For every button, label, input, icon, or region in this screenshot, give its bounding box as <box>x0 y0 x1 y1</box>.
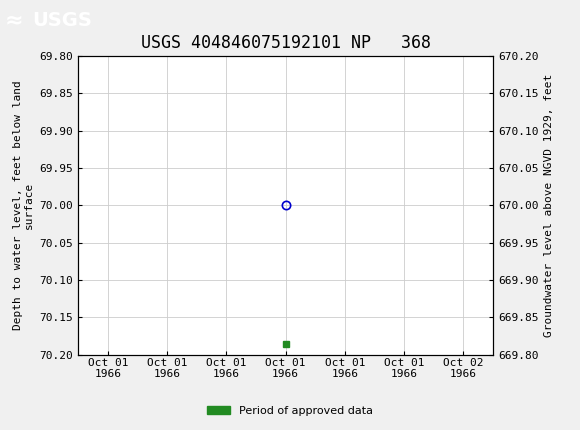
Title: USGS 404846075192101 NP   368: USGS 404846075192101 NP 368 <box>140 34 430 52</box>
Y-axis label: Groundwater level above NGVD 1929, feet: Groundwater level above NGVD 1929, feet <box>544 74 554 337</box>
Text: USGS: USGS <box>32 11 92 30</box>
Y-axis label: Depth to water level, feet below land
surface: Depth to water level, feet below land su… <box>13 80 34 330</box>
Text: ≈: ≈ <box>5 10 23 31</box>
Legend: Period of approved data: Period of approved data <box>203 401 377 420</box>
